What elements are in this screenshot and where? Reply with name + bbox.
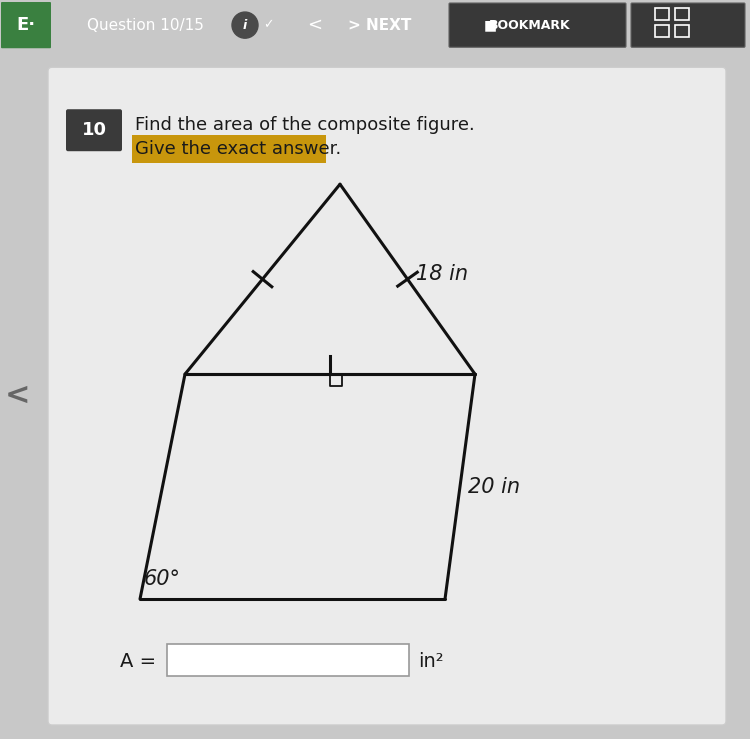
Text: 10: 10 (82, 121, 106, 139)
Text: Question 10/15: Question 10/15 (86, 18, 203, 33)
Text: ✓: ✓ (262, 18, 273, 32)
Circle shape (232, 12, 258, 38)
Text: Give the exact answer.: Give the exact answer. (135, 140, 341, 158)
Text: 20 in: 20 in (468, 477, 520, 497)
FancyBboxPatch shape (167, 644, 409, 676)
Text: in²: in² (418, 652, 444, 670)
Text: BOOKMARK: BOOKMARK (489, 18, 571, 32)
Text: 60°: 60° (144, 569, 181, 589)
Text: ■: ■ (484, 18, 496, 32)
FancyBboxPatch shape (631, 3, 745, 47)
Text: E·: E· (16, 16, 35, 34)
Text: i: i (243, 18, 248, 32)
FancyBboxPatch shape (66, 109, 122, 151)
Text: <: < (5, 381, 31, 409)
Text: <: < (308, 16, 322, 34)
FancyBboxPatch shape (48, 67, 726, 725)
Text: A =: A = (120, 652, 156, 670)
Text: Find the area of the composite figure.: Find the area of the composite figure. (135, 116, 475, 134)
Text: 18 in: 18 in (416, 264, 468, 285)
FancyBboxPatch shape (1, 2, 51, 48)
Text: > NEXT: > NEXT (348, 18, 412, 33)
FancyBboxPatch shape (132, 135, 326, 163)
FancyBboxPatch shape (449, 3, 626, 47)
